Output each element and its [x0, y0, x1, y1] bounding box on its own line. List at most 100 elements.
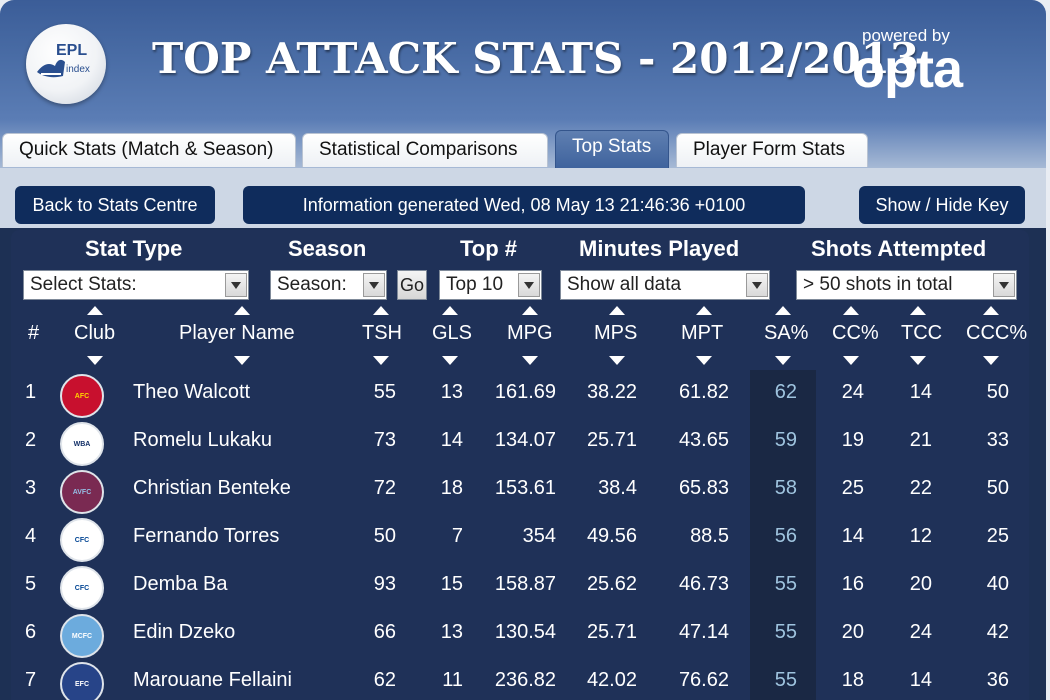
col-mpt[interactable]: MPT [681, 322, 724, 344]
table-row[interactable]: EFC 7 Marouane Fellaini 62 11 236.82 42.02 76.6… [11, 658, 1029, 700]
tab-quick-stats[interactable]: Quick Stats (Match & Season) [2, 133, 296, 167]
stat-type-select[interactable]: Select Stats: [23, 270, 249, 300]
shots-attempted-value: > 50 shots in total [803, 274, 953, 295]
club-crest-label: AVFC [72, 488, 92, 496]
cell-tcc: 14 [909, 381, 932, 403]
cell-cc-percent: 20 [841, 621, 864, 643]
cell-tsh: 55 [373, 381, 396, 403]
sort-up-icon[interactable] [983, 306, 999, 315]
tab-player-form-stats[interactable]: Player Form Stats [676, 133, 868, 167]
cell-ccc-percent: 33 [986, 429, 1009, 451]
chevron-down-icon [993, 273, 1015, 297]
cell-mpg: 130.54 [494, 621, 556, 643]
show-hide-key-button[interactable]: Show / Hide Key [859, 186, 1025, 224]
back-to-stats-centre-button[interactable]: Back to Stats Centre [15, 186, 215, 224]
col-gls[interactable]: GLS [432, 322, 473, 344]
cell-player-name[interactable]: Romelu Lukaku [133, 429, 272, 451]
table-row[interactable]: CFC 5 Demba Ba 93 15 158.87 25.62 46.73 55 16 20 40 [11, 562, 1029, 610]
cell-gls: 7 [451, 525, 463, 547]
minutes-played-heading: Minutes Played [579, 236, 740, 261]
col-mpg[interactable]: MPG [507, 322, 553, 344]
cell-player-name[interactable]: Marouane Fellaini [133, 669, 292, 691]
sort-down-icon[interactable] [843, 356, 859, 365]
minutes-played-select[interactable]: Show all data [560, 270, 770, 300]
sort-up-icon[interactable] [87, 306, 103, 315]
chevron-down-icon [746, 273, 768, 297]
tab-top-stats[interactable]: Top Stats [555, 130, 669, 168]
sort-down-icon[interactable] [983, 356, 999, 365]
cell-mpt: 76.62 [678, 669, 729, 691]
table-row[interactable]: AFC 1 Theo Walcott 55 13 161.69 38.22 61.82 62 24… [11, 370, 1029, 418]
sort-down-icon[interactable] [522, 356, 538, 365]
cell-mpt: 88.5 [690, 525, 729, 547]
cell-mpg: 161.69 [494, 381, 556, 403]
cell-mps: 42.02 [586, 669, 637, 691]
chevron-down-icon [225, 273, 247, 297]
shots-attempted-heading: Shots Attempted [811, 236, 987, 261]
sort-up-icon[interactable] [843, 306, 859, 315]
club-crest-label: EFC [75, 680, 89, 688]
table-row[interactable]: WBA 2 Romelu Lukaku 73 14 134.07 25.71 43.65 59 1… [11, 418, 1029, 466]
club-crest-icon: AVFC [60, 470, 104, 514]
sort-up-icon[interactable] [775, 306, 791, 315]
sort-down-icon[interactable] [609, 356, 625, 365]
club-crest-label: WBA [73, 440, 91, 448]
col-club[interactable]: Club [74, 322, 116, 344]
cell-rank: 2 [25, 429, 37, 451]
sort-down-icon[interactable] [910, 356, 926, 365]
season-select[interactable]: Season: [270, 270, 387, 300]
sort-up-icon[interactable] [910, 306, 926, 315]
sort-down-icon[interactable] [87, 356, 103, 365]
cell-mps: 25.71 [586, 429, 637, 451]
cell-gls: 11 [442, 669, 463, 691]
shots-attempted-select[interactable]: > 50 shots in total [796, 270, 1017, 300]
cell-gls: 18 [440, 477, 463, 499]
cell-ccc-percent: 40 [986, 573, 1009, 595]
cell-gls: 15 [440, 573, 463, 595]
sort-up-icon[interactable] [442, 306, 458, 315]
cell-mps: 25.71 [586, 621, 637, 643]
col-mps[interactable]: MPS [594, 322, 638, 344]
col-tcc[interactable]: TCC [901, 322, 943, 344]
cell-mps: 25.62 [586, 573, 637, 595]
tab-bar: Quick Stats (Match & Season) Statistical… [0, 130, 1046, 168]
sort-up-icon[interactable] [696, 306, 712, 315]
sort-down-icon[interactable] [442, 356, 458, 365]
top-number-select[interactable]: Top 10 [439, 270, 542, 300]
cell-gls: 13 [440, 621, 463, 643]
sort-up-icon[interactable] [609, 306, 625, 315]
sort-up-icon[interactable] [373, 306, 389, 315]
cell-player-name[interactable]: Demba Ba [133, 573, 228, 595]
sort-down-icon[interactable] [373, 356, 389, 365]
sort-up-icon[interactable] [234, 306, 250, 315]
cell-player-name[interactable]: Christian Benteke [133, 477, 291, 499]
go-button[interactable]: Go [397, 270, 427, 300]
cell-player-name[interactable]: Edin Dzeko [133, 621, 236, 643]
cell-tsh: 66 [373, 621, 396, 643]
sort-down-icon[interactable] [234, 356, 250, 365]
sort-down-icon[interactable] [696, 356, 712, 365]
opta-logo: opta [852, 39, 963, 99]
table-row[interactable]: CFC 4 Fernando Torres 50 7 354 49.56 88.5 56 14 12… [11, 514, 1029, 562]
table-row[interactable]: MCFC 6 Edin Dzeko 66 13 130.54 25.71 47.14 55 20 2… [11, 610, 1029, 658]
col-ccc-percent[interactable]: CCC% [966, 322, 1028, 344]
col-sa-percent[interactable]: SA% [764, 322, 809, 344]
col-tsh[interactable]: TSH [362, 322, 402, 344]
col-cc-percent[interactable]: CC% [832, 322, 879, 344]
cell-tcc: 24 [909, 621, 932, 643]
cell-tsh: 62 [373, 669, 396, 691]
cell-ccc-percent: 50 [986, 381, 1009, 403]
epl-index-logo[interactable]: EPL index [26, 24, 106, 104]
sort-down-icon[interactable] [775, 356, 791, 365]
sort-up-icon[interactable] [522, 306, 538, 315]
tab-statistical-comparisons[interactable]: Statistical Comparisons [302, 133, 548, 167]
stats-table: Stat Type Season Top # Minutes Played Sh… [11, 230, 1029, 700]
club-crest-label: CFC [74, 536, 90, 544]
table-row[interactable]: AVFC 3 Christian Benteke 72 18 153.61 38.4 65.8… [11, 466, 1029, 514]
col-player-name[interactable]: Player Name [179, 322, 295, 344]
cell-player-name[interactable]: Theo Walcott [133, 381, 251, 403]
cell-mpt: 46.73 [678, 573, 729, 595]
cell-cc-percent: 19 [841, 429, 864, 451]
cell-player-name[interactable]: Fernando Torres [133, 525, 280, 547]
